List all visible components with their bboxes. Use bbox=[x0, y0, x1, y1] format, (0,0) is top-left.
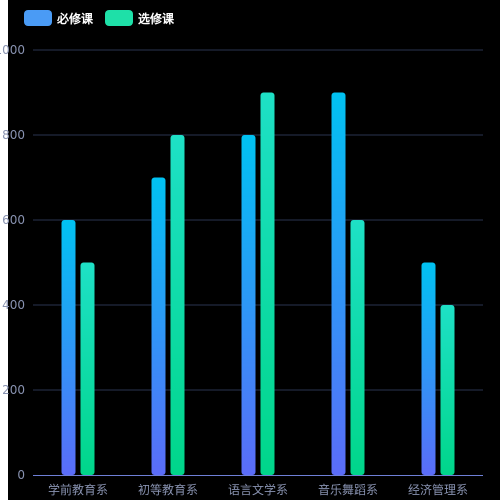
bar-required bbox=[331, 92, 346, 475]
x-tick-label: 初等教育系 bbox=[138, 482, 198, 497]
bar-required bbox=[241, 135, 256, 475]
legend-item-required[interactable]: 必修课 bbox=[24, 10, 93, 27]
legend-swatch-elective bbox=[105, 10, 134, 26]
chart-legend: 必修课 选修课 bbox=[24, 8, 174, 28]
y-tick-label: 400 bbox=[2, 298, 25, 312]
bars bbox=[61, 92, 455, 475]
bar-required bbox=[151, 177, 166, 475]
y-axis-ticks: 0 200 400 600 800 1000 bbox=[0, 43, 25, 482]
bar-required bbox=[421, 262, 436, 475]
grid-lines bbox=[33, 49, 483, 391]
bar-elective bbox=[170, 135, 185, 475]
x-axis-ticks: 学前教育系 初等教育系 语言文学系 音乐舞蹈系 经济管理系 bbox=[48, 482, 468, 497]
y-tick-label: 600 bbox=[2, 213, 25, 227]
x-tick-label: 音乐舞蹈系 bbox=[318, 482, 378, 497]
legend-item-elective[interactable]: 选修课 bbox=[105, 10, 174, 27]
legend-label-required: 必修课 bbox=[57, 11, 94, 26]
bar-required bbox=[61, 220, 76, 475]
bar-elective bbox=[350, 220, 365, 475]
x-tick-label: 语言文学系 bbox=[228, 482, 288, 497]
y-tick-label: 1000 bbox=[0, 43, 25, 57]
y-tick-label: 800 bbox=[2, 128, 25, 142]
legend-swatch-required bbox=[24, 10, 52, 26]
x-tick-label: 学前教育系 bbox=[48, 482, 108, 497]
window-edge bbox=[0, 0, 8, 500]
legend-label-elective: 选修课 bbox=[138, 11, 175, 26]
x-tick-label: 经济管理系 bbox=[408, 482, 468, 497]
bar-elective bbox=[80, 262, 95, 475]
y-tick-label: 200 bbox=[2, 383, 25, 397]
y-tick-label: 0 bbox=[17, 468, 25, 482]
bar-elective bbox=[260, 92, 275, 475]
bar-elective bbox=[440, 305, 455, 475]
